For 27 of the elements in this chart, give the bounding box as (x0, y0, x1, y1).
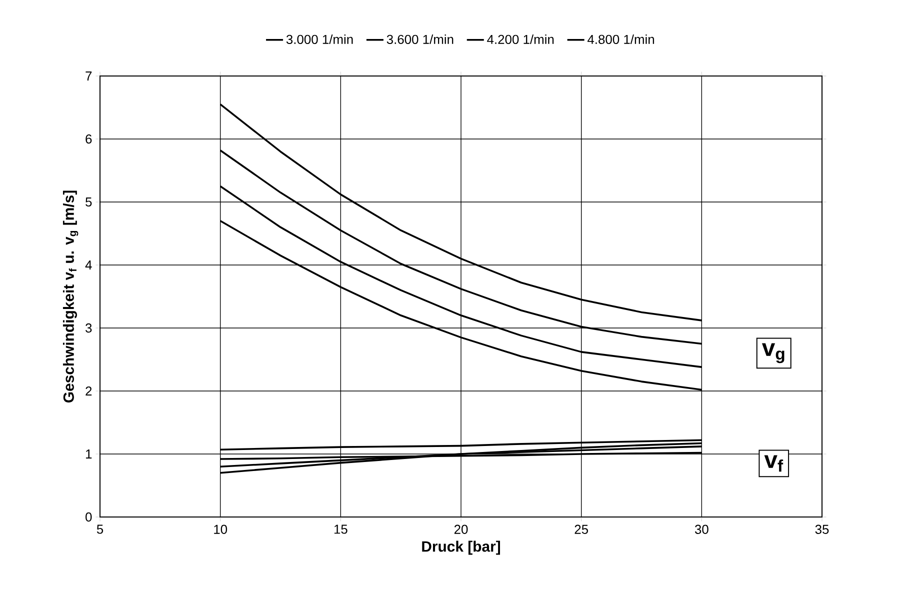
y-axis-title: Geschwindigkeit v$_{f}$ u. v$_{g}$ [m/s] (62, 190, 78, 402)
y-tick-label: 2 (86, 386, 92, 396)
x-tick-label: 25 (574, 524, 588, 534)
legend-label: 4.800 1/min (588, 34, 654, 44)
y-tick-label: 4 (85, 260, 92, 270)
legend-label: 4.200 1/min (487, 34, 554, 44)
x-tick-label: 35 (815, 524, 829, 534)
y-tick-label: 0 (86, 512, 92, 522)
annotation: v$_{g}$ (762, 343, 784, 364)
x-axis-title: Druck [bar] (422, 540, 500, 555)
legend-label: 3.000 1/min (286, 34, 353, 44)
x-tick-label: 30 (694, 524, 708, 534)
line-series (219, 220, 703, 391)
x-tick-label: 5 (96, 524, 104, 534)
y-tick-label: 1 (86, 450, 92, 458)
y-tick-label: 3 (86, 323, 92, 333)
annotation: v$_{f}$ (764, 455, 784, 472)
line-series (219, 149, 703, 345)
x-tick-label: 15 (334, 524, 348, 534)
x-tick-label: 20 (454, 524, 468, 534)
legend-label: 3.600 1/min (386, 34, 454, 44)
x-tick-label: 10 (214, 524, 228, 534)
y-tick-label: 5 (86, 197, 92, 207)
line-series (219, 103, 703, 322)
y-tick-label: 7 (86, 72, 92, 80)
y-tick-label: 6 (86, 134, 92, 144)
line-series (219, 185, 703, 368)
